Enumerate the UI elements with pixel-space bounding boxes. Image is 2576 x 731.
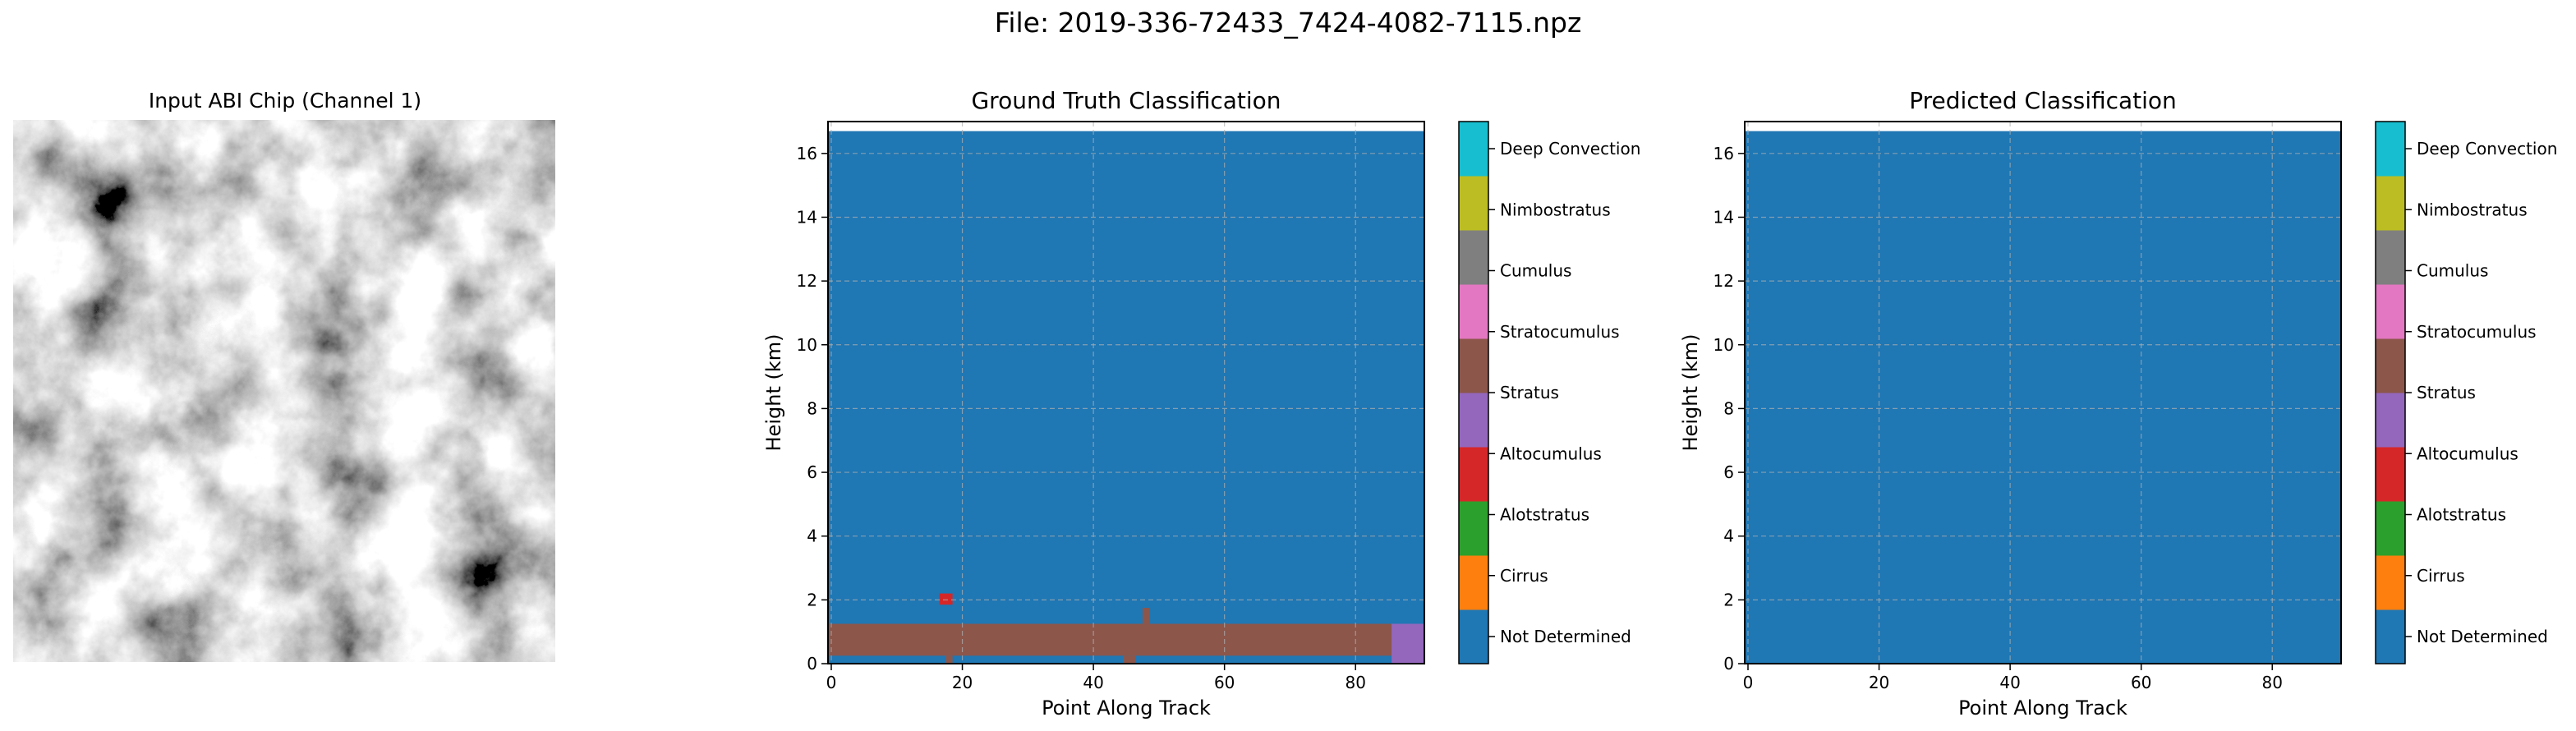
pred-ytick-label-1: 2 (1723, 590, 1734, 609)
pred-colorbar-label-6: Cumulus (2417, 261, 2488, 281)
truth-ytick-label-4: 8 (807, 398, 817, 418)
truth-ytick-label-1: 2 (807, 590, 817, 609)
truth-colorbar-label-5: Stratocumulus (1500, 322, 1620, 342)
pred-colorbar-label-8: Deep Convection (2417, 139, 2557, 159)
truth-colorbar-segment-8 (1459, 176, 1488, 231)
truth-colorbar-segment-9 (1459, 122, 1488, 177)
truth-colorbar-segment-6 (1459, 284, 1488, 339)
pred-panel-title: Predicted Classification (1909, 87, 2177, 114)
truth-ytick-label-3: 6 (807, 462, 817, 482)
truth-colorbar-label-2: Alotstratus (1500, 505, 1589, 525)
truth-axes-frame (827, 121, 1425, 664)
truth-region-4 (1392, 623, 1424, 664)
truth-ylabel: Height (km) (762, 334, 785, 452)
truth-colorbar-label-3: Altocumulus (1500, 444, 1602, 463)
truth-ytick-label-0: 0 (807, 654, 817, 674)
pred-xtick-label-1: 20 (1869, 673, 1889, 692)
pred-colorbar-segment-6 (2376, 284, 2405, 339)
abi-chip-image (13, 120, 555, 662)
pred-colorbar-label-3: Altocumulus (2417, 444, 2518, 463)
truth-xtick-label-4: 80 (1346, 673, 1366, 692)
truth-colorbar-label-4: Stratus (1500, 383, 1559, 402)
pred-colorbar-segment-0 (2376, 609, 2405, 664)
pred-colorbar-segment-9 (2376, 122, 2405, 177)
pred-colorbar-segment-8 (2376, 176, 2405, 231)
pred-axes-frame (1744, 121, 2342, 664)
pred-colorbar-segment-3 (2376, 447, 2405, 502)
truth-ytick-label-5: 10 (797, 335, 817, 355)
pred-ytick-label-0: 0 (1723, 654, 1734, 674)
pred-colorbar-label-1: Cirrus (2417, 566, 2465, 586)
truth-xtick-label-3: 60 (1214, 673, 1235, 692)
truth-colorbar-segment-2 (1459, 501, 1488, 556)
figure-title: File: 2019-336-72433_7424-4082-7115.npz (994, 7, 1582, 39)
truth-ytick-label-7: 14 (797, 207, 817, 227)
truth-colorbar-label-7: Nimbostratus (1500, 200, 1611, 219)
pred-xtick-label-0: 0 (1743, 673, 1754, 692)
truth-ytick-label-2: 4 (807, 526, 817, 546)
truth-colorbar-label-6: Cumulus (1500, 261, 1571, 281)
truth-colorbar-label-1: Cirrus (1500, 566, 1548, 586)
truth-xtick-label-0: 0 (826, 673, 837, 692)
pred-colorbar-label-2: Alotstratus (2417, 505, 2506, 525)
truth-region-3 (1142, 608, 1149, 624)
pred-colorbar-label-7: Nimbostratus (2417, 200, 2528, 219)
truth-colorbar-segment-3 (1459, 447, 1488, 502)
truth-xlabel: Point Along Track (1042, 697, 1211, 720)
pred-colorbar-segment-1 (2376, 555, 2405, 610)
truth-colorbar-segment-1 (1459, 555, 1488, 610)
truth-colorbar-label-8: Deep Convection (1500, 139, 1640, 159)
pred-colorbar-label-0: Not Determined (2417, 627, 2548, 646)
truth-colorbar-segment-5 (1459, 338, 1488, 393)
pred-ytick-label-8: 16 (1714, 144, 1734, 163)
pred-background-class (1745, 131, 2341, 664)
truth-region-0 (828, 623, 1392, 656)
pred-ytick-label-6: 12 (1714, 271, 1734, 291)
truth-ytick-label-6: 12 (797, 271, 817, 291)
pred-ytick-label-7: 14 (1714, 207, 1734, 227)
pred-ytick-label-2: 4 (1723, 526, 1734, 546)
pred-ytick-label-5: 10 (1714, 335, 1734, 355)
truth-colorbar-label-0: Not Determined (1500, 627, 1631, 646)
pred-xtick-label-3: 60 (2131, 673, 2151, 692)
truth-region-1 (945, 655, 953, 664)
truth-ytick-label-8: 16 (797, 144, 817, 163)
pred-colorbar-label-4: Stratus (2417, 383, 2476, 402)
pred-xlabel: Point Along Track (1958, 697, 2128, 720)
truth-colorbar-segment-4 (1459, 393, 1488, 448)
pred-ytick-label-3: 6 (1723, 462, 1734, 482)
pred-ylabel: Height (km) (1679, 334, 1702, 452)
pred-xtick-label-2: 40 (1999, 673, 2020, 692)
pred-ytick-label-4: 8 (1723, 398, 1734, 418)
pred-colorbar-segment-7 (2376, 230, 2405, 285)
truth-xtick-label-2: 40 (1083, 673, 1103, 692)
truth-region-2 (1123, 655, 1136, 664)
truth-xtick-label-1: 20 (952, 673, 973, 692)
truth-colorbar-segment-0 (1459, 609, 1488, 664)
truth-region-5 (939, 593, 953, 605)
truth-panel-title: Ground Truth Classification (971, 87, 1281, 114)
truth-colorbar-segment-7 (1459, 230, 1488, 285)
pred-colorbar-segment-5 (2376, 338, 2405, 393)
pred-colorbar-segment-2 (2376, 501, 2405, 556)
input-panel-title: Input ABI Chip (Channel 1) (148, 89, 422, 113)
pred-colorbar-label-5: Stratocumulus (2417, 322, 2537, 342)
pred-colorbar-segment-4 (2376, 393, 2405, 448)
pred-xtick-label-4: 80 (2262, 673, 2283, 692)
truth-background-class (828, 131, 1424, 664)
